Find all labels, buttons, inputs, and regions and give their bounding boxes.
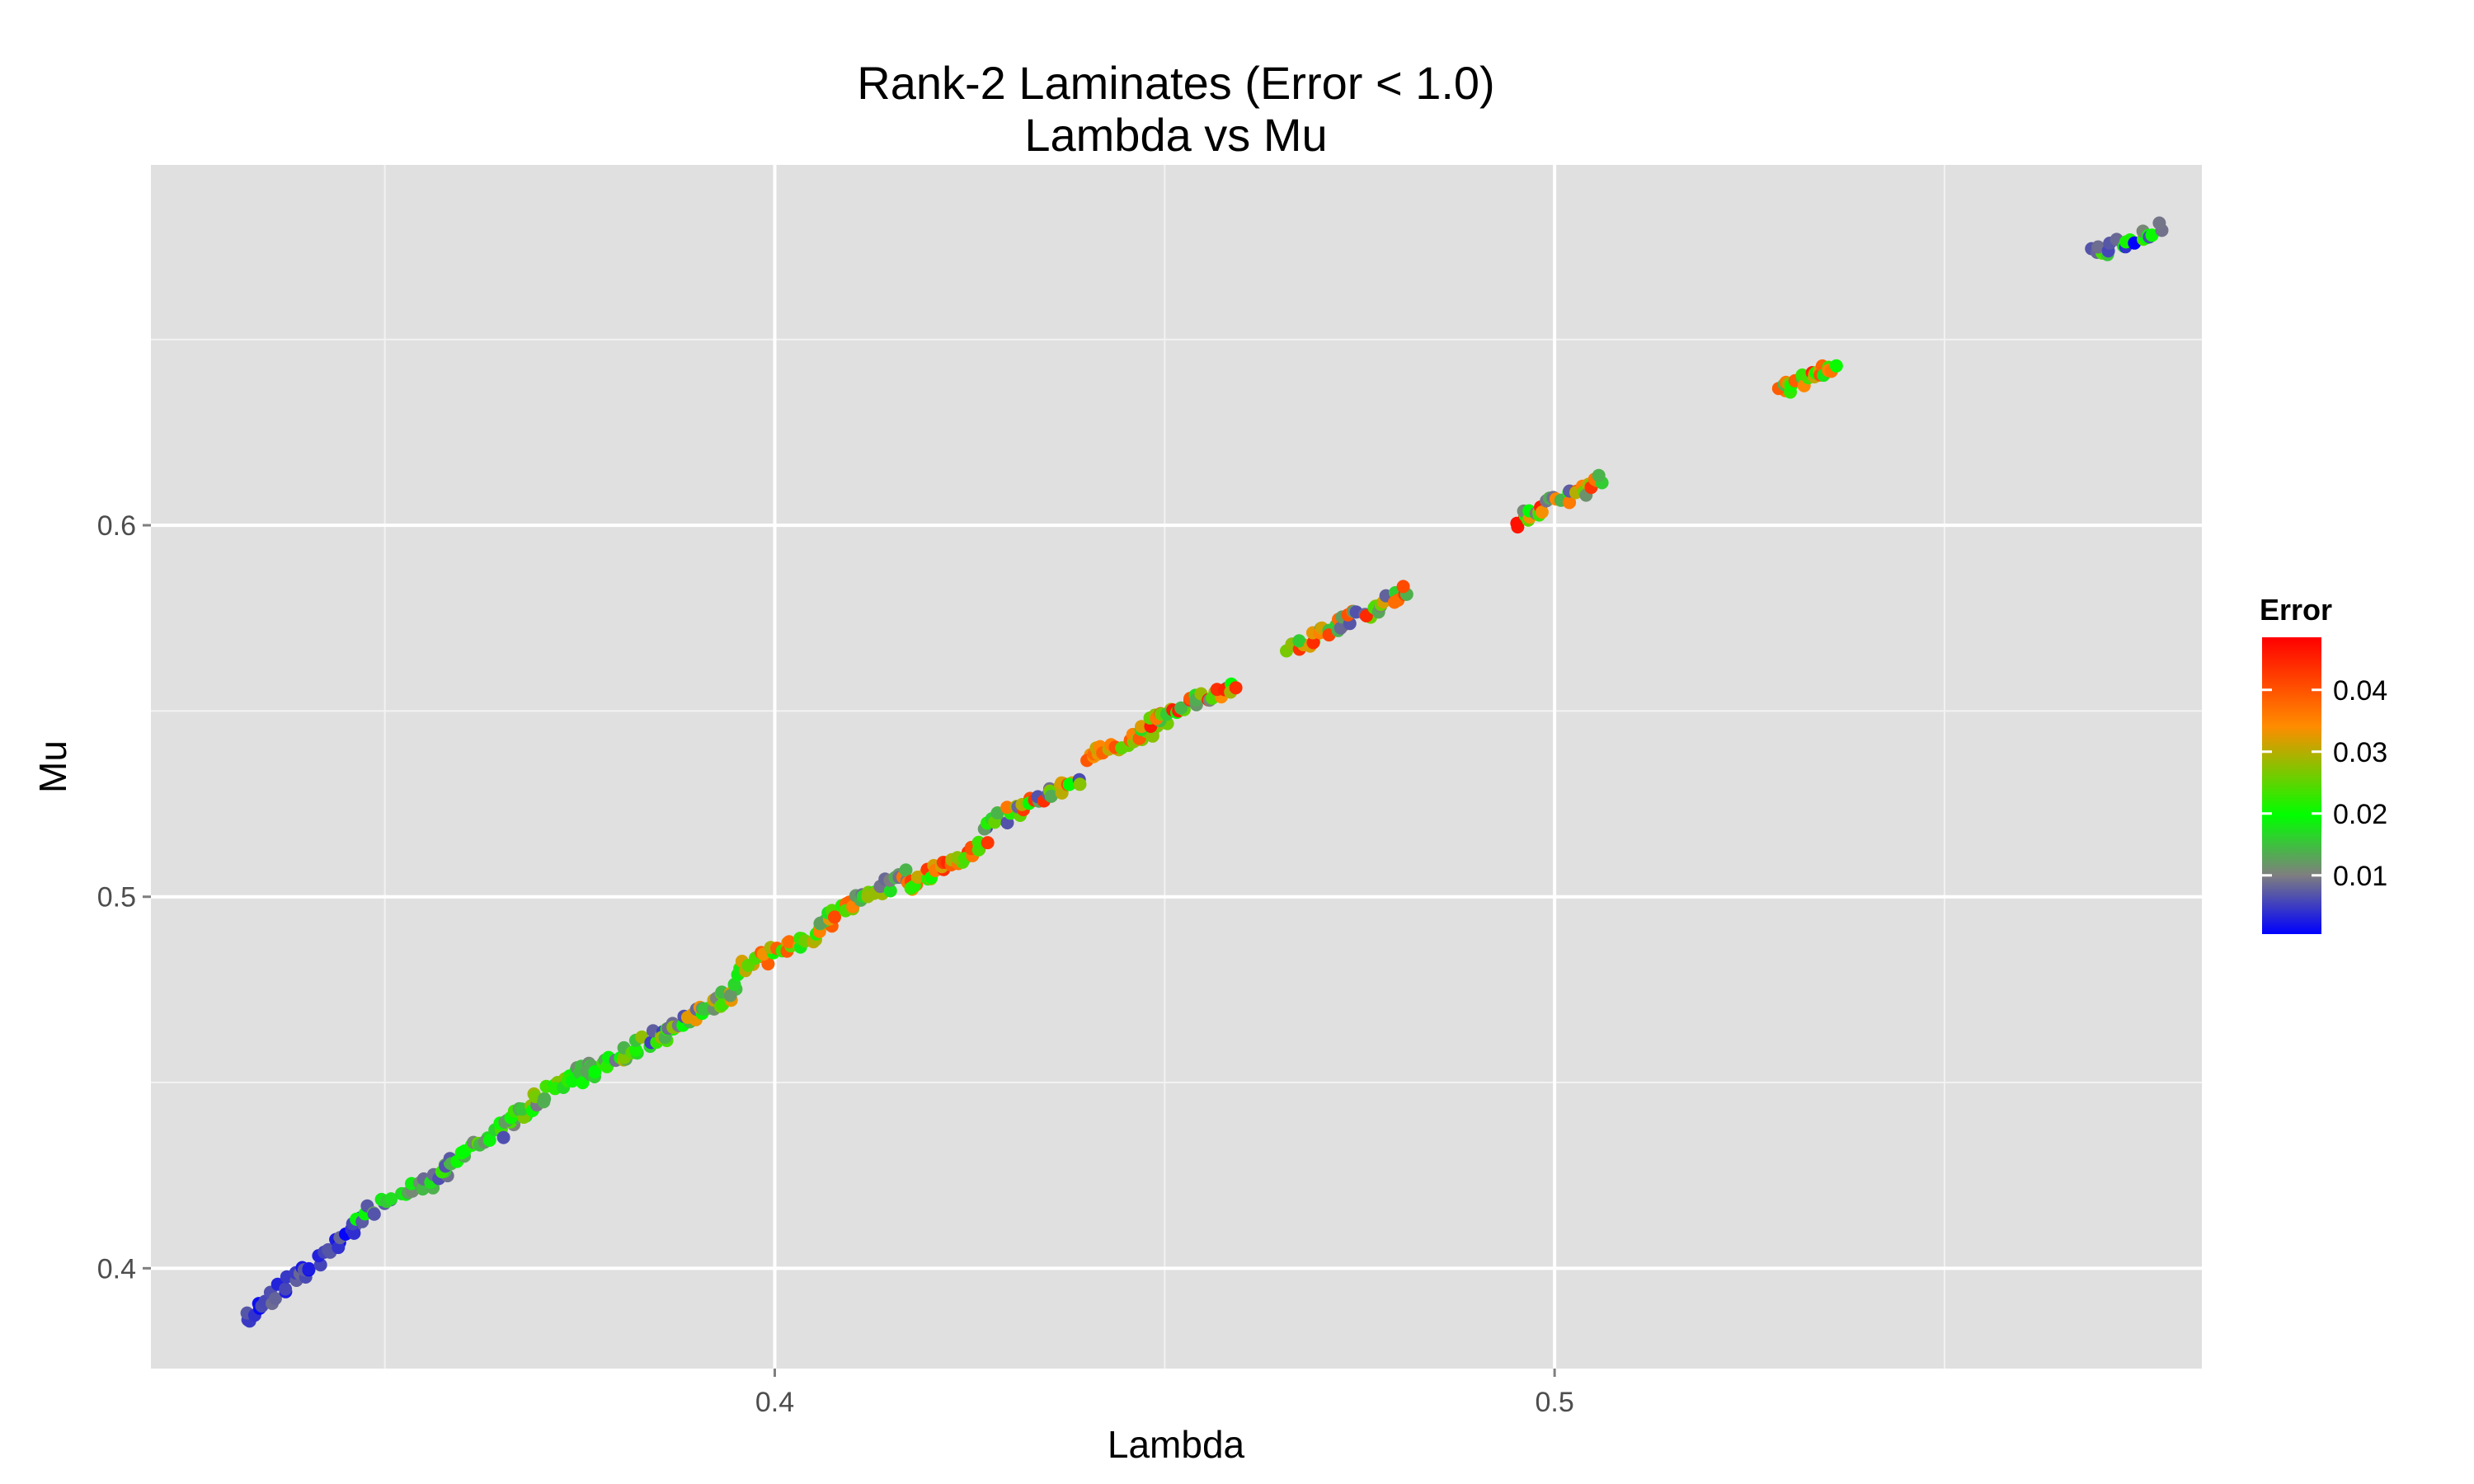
- y-axis-ticks: 0.4 0.5 0.6: [97, 510, 151, 1284]
- data-point: [538, 1092, 552, 1106]
- x-axis-title: Lambda: [1108, 1423, 1245, 1466]
- data-point: [1829, 359, 1843, 373]
- data-point: [981, 836, 995, 850]
- legend-tick-label: 0.02: [2333, 799, 2387, 830]
- x-axis-ticks: 0.4 0.5: [755, 1369, 1574, 1418]
- data-point: [384, 1192, 398, 1206]
- data-point: [268, 1292, 282, 1306]
- data-point: [723, 989, 737, 1003]
- data-point: [1073, 777, 1087, 791]
- y-tick-label: 0.6: [97, 510, 136, 542]
- major-gridlines: [151, 165, 2202, 1369]
- data-point: [1292, 634, 1306, 648]
- legend-ticks: 0.01 0.02 0.03 0.04: [2262, 675, 2387, 892]
- y-axis-title: Mu: [31, 740, 74, 793]
- data-point: [628, 1043, 642, 1057]
- data-point: [482, 1134, 496, 1147]
- data-point: [332, 1241, 346, 1255]
- legend-tick-label: 0.04: [2333, 675, 2387, 707]
- data-point: [990, 806, 1004, 819]
- y-tick-label: 0.5: [97, 882, 136, 913]
- data-point: [1306, 636, 1320, 650]
- y-tick-label: 0.4: [97, 1253, 136, 1284]
- data-point: [2152, 216, 2166, 230]
- legend-tick-label: 0.03: [2333, 737, 2387, 768]
- chart-subtitle: Lambda vs Mu: [1024, 109, 1327, 161]
- data-point: [1062, 777, 1076, 791]
- data-point: [1135, 720, 1149, 734]
- data-point: [1229, 681, 1243, 695]
- data-point: [1044, 789, 1058, 803]
- data-point: [1592, 468, 1606, 482]
- x-tick-label: 0.4: [755, 1387, 794, 1418]
- legend-colorbar: [2262, 637, 2321, 934]
- data-point: [1396, 580, 1410, 594]
- data-point: [883, 884, 897, 898]
- data-point: [1535, 505, 1549, 519]
- data-points: [240, 216, 2169, 1328]
- data-point: [496, 1130, 510, 1144]
- data-point: [697, 1003, 711, 1017]
- legend-tick-label: 0.01: [2333, 861, 2387, 892]
- data-point: [2145, 228, 2159, 242]
- data-point: [302, 1261, 316, 1275]
- x-tick-label: 0.5: [1535, 1387, 1573, 1418]
- chart-title: Rank-2 Laminates (Error < 1.0): [857, 57, 1494, 109]
- data-point: [1388, 595, 1401, 609]
- data-point: [367, 1207, 381, 1221]
- plot-panel: [151, 165, 2202, 1369]
- data-point: [899, 863, 913, 877]
- data-point: [1563, 495, 1577, 510]
- legend-title: Error: [2260, 593, 2332, 627]
- data-point: [1174, 701, 1188, 715]
- data-point: [588, 1065, 602, 1078]
- data-point: [2091, 240, 2105, 254]
- data-point: [828, 910, 841, 924]
- data-point: [782, 935, 796, 949]
- data-point: [279, 1282, 293, 1296]
